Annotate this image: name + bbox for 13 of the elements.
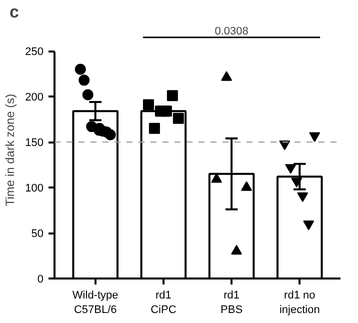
text: 0.0308: [214, 25, 248, 38]
y-tick-label: 0: [37, 274, 44, 286]
y-tick-label: 200: [25, 92, 44, 104]
x-tick-label: rd1 PBS: [220, 290, 243, 316]
y-tick-label: 250: [25, 46, 44, 58]
x-tick-label: rd1 CiPC: [150, 290, 176, 316]
y-tick-label: 150: [25, 137, 44, 150]
x-tick-label: rd1 no injection: [279, 290, 320, 316]
text: c: [10, 2, 19, 22]
y-tick-label: 100: [25, 182, 44, 195]
y-axis-title: Time in dark zone (s): [3, 94, 18, 206]
x-tick-label: Wild-type C57BL/6: [72, 290, 118, 316]
y-tick-label: 50: [31, 228, 44, 240]
